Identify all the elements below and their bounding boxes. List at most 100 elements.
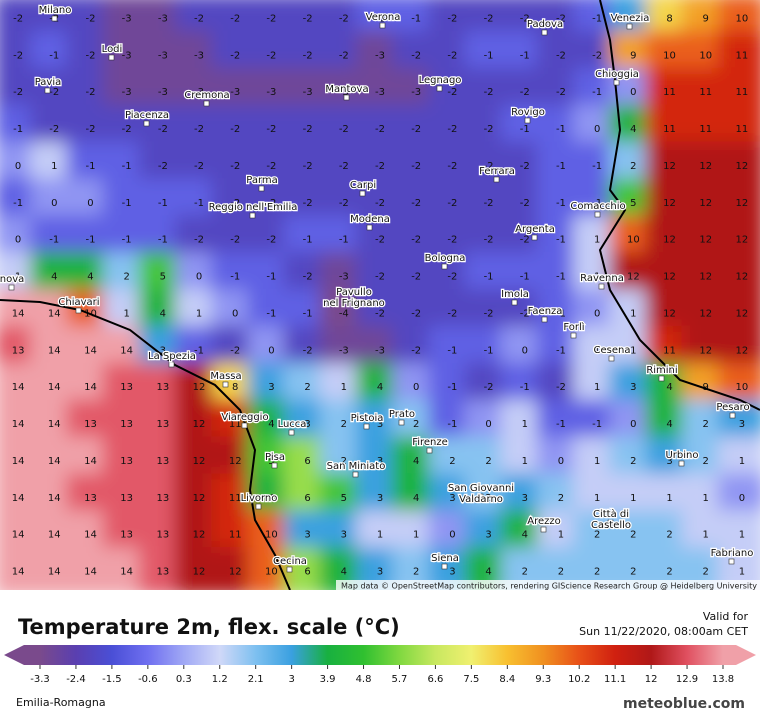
grid-value: 2 — [558, 567, 564, 578]
city-marker — [436, 85, 443, 92]
grid-value: 13 — [156, 382, 169, 393]
grid-value: 2 — [630, 530, 636, 541]
grid-value: -2 — [484, 382, 494, 393]
grid-value: 2 — [522, 567, 528, 578]
grid-value: -1 — [49, 50, 59, 61]
city-marker — [51, 15, 58, 22]
colorbar-tick-label: 8.4 — [499, 674, 515, 685]
grid-value: 3 — [304, 530, 310, 541]
grid-value: 1 — [377, 530, 383, 541]
grid-value: 13 — [120, 419, 133, 430]
grid-value: -1 — [484, 50, 494, 61]
grid-value: 13 — [156, 419, 169, 430]
city-marker — [598, 283, 605, 290]
grid-value: -2 — [230, 13, 240, 24]
city-marker — [658, 375, 665, 382]
grid-value: 14 — [84, 567, 97, 578]
grid-value: -2 — [230, 124, 240, 135]
colorbar-tick-label: 11.1 — [604, 674, 626, 685]
region: Emilia-Romagna — [16, 696, 106, 709]
grid-value: -2 — [339, 50, 349, 61]
grid-value: 2 — [485, 456, 491, 467]
grid-value: 3 — [485, 530, 491, 541]
grid-value: 0 — [87, 198, 93, 209]
grid-value: 12 — [663, 235, 676, 246]
city-label: Piacenza — [125, 110, 169, 121]
grid-value: 12 — [736, 235, 749, 246]
city-labels: Milano Verona Padova Venezia Lodi Chioggia Pav… — [0, 4, 755, 573]
grid-value: -3 — [339, 87, 349, 98]
city-label: Chiavari — [58, 297, 99, 308]
grid-value: -2 — [266, 161, 276, 172]
grid-value: -2 — [447, 198, 457, 209]
grid-value: 3 — [630, 382, 636, 393]
grid-value: 2 — [341, 456, 347, 467]
grid-value: 2 — [413, 567, 419, 578]
grid-value: 0 — [485, 419, 491, 430]
grid-value: -1 — [592, 419, 602, 430]
city-marker — [44, 87, 51, 94]
grid-value: 4 — [160, 308, 166, 319]
city-marker — [678, 460, 685, 467]
colorbar-tick-label: 5.7 — [392, 674, 408, 685]
grid-value: 12 — [699, 308, 712, 319]
grid-value: -2 — [520, 161, 530, 172]
city-label: Viareggio — [221, 412, 268, 423]
city-marker — [249, 212, 256, 219]
grid-value: -1 — [592, 87, 602, 98]
grid-value: 12 — [699, 272, 712, 283]
grid-value: 0 — [630, 419, 636, 430]
grid-value: -1 — [447, 419, 457, 430]
city-label: Ferrara — [479, 166, 515, 177]
city-label: Lucca — [278, 419, 307, 430]
city-label: San Miniato — [327, 461, 386, 472]
city-label: Pavia — [35, 77, 62, 88]
grid-value: 2 — [558, 493, 564, 504]
city-marker — [626, 23, 633, 30]
grid-value: 2 — [341, 419, 347, 430]
grid-value: 4 — [413, 493, 419, 504]
city-marker — [271, 462, 278, 469]
grid-value: -1 — [85, 161, 95, 172]
grid-value: -2 — [303, 13, 313, 24]
grid-value: 14 — [48, 456, 61, 467]
city-label: Fabriano — [711, 548, 754, 559]
city-label: Venezia — [611, 13, 650, 24]
grid-value: 14 — [48, 419, 61, 430]
city-marker — [570, 332, 577, 339]
grid-value: 14 — [84, 345, 97, 356]
grid-value: -1 — [194, 345, 204, 356]
grid-value: -2 — [556, 382, 566, 393]
grid-value: -2 — [375, 308, 385, 319]
grid-value: -2 — [266, 235, 276, 246]
grid-value: -2 — [411, 161, 421, 172]
grid-value: -2 — [266, 50, 276, 61]
grid-value: -1 — [266, 308, 276, 319]
grid-value: -3 — [158, 13, 168, 24]
grid-value: 14 — [12, 419, 25, 430]
grid-value: 12 — [193, 382, 206, 393]
city-label: Valdarno — [459, 494, 503, 505]
grid-value: 3 — [268, 382, 274, 393]
grid-value: -2 — [303, 50, 313, 61]
grid-value: -1 — [13, 198, 23, 209]
city-marker — [352, 471, 359, 478]
grid-value: 13 — [120, 530, 133, 541]
city-label: Lodi — [102, 44, 123, 55]
grid-value: 1 — [703, 530, 709, 541]
grid-value: 1 — [739, 530, 745, 541]
grid-value: 4 — [666, 382, 672, 393]
grid-value: 13 — [12, 345, 25, 356]
grid-value: -2 — [230, 50, 240, 61]
grid-value: 3 — [377, 419, 383, 430]
grid-value: 14 — [12, 493, 25, 504]
grid-value: -1 — [556, 161, 566, 172]
colorbar: -3.3 -2.4 -1.5 -0.6 0.3 1.2 2.1 3 3.9 4.8 5.7 6.6 7.… — [4, 645, 756, 685]
grid-value: -2 — [375, 272, 385, 283]
grid-value: 1 — [522, 456, 528, 467]
grid-value: 1 — [594, 345, 600, 356]
grid-value: -1 — [556, 345, 566, 356]
city-marker — [728, 558, 735, 565]
grid-value: -1 — [556, 272, 566, 283]
grid-value: -2 — [411, 308, 421, 319]
